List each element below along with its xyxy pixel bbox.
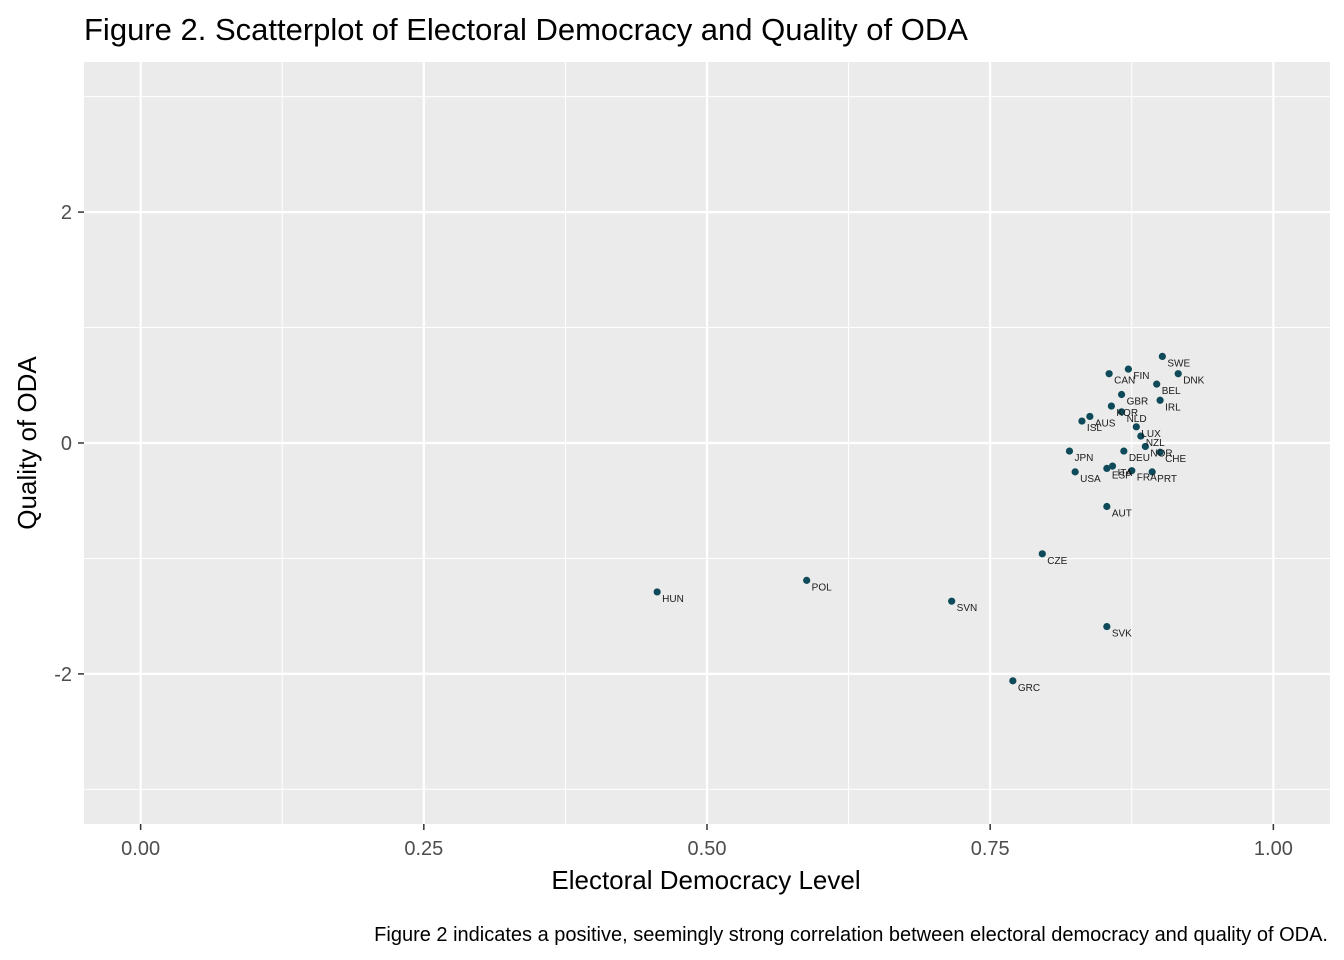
- point-label: LUX: [1141, 429, 1161, 440]
- data-point: [1156, 396, 1164, 404]
- point-label: ISL: [1087, 423, 1102, 434]
- point-label: SWE: [1167, 358, 1190, 369]
- point-label: USA: [1080, 474, 1101, 485]
- point-label: PRT: [1157, 474, 1177, 485]
- point-label: POL: [812, 582, 832, 593]
- data-point: [1141, 442, 1149, 451]
- point-label: ESP: [1112, 470, 1132, 481]
- data-point: [653, 588, 661, 596]
- point-label: IRL: [1165, 402, 1181, 413]
- point-label: ITA: [1118, 468, 1133, 479]
- data-point: [1103, 502, 1111, 511]
- data-point: [1009, 677, 1017, 685]
- axis-ticks: 0.00 0.25 0.50 0.75 1.00 -2 0 2: [54, 202, 1293, 860]
- point-label: SVN: [957, 603, 978, 614]
- data-point: [1128, 467, 1136, 475]
- data-points: [653, 352, 1182, 685]
- x-tick-label: 0.50: [688, 838, 727, 860]
- data-point: [1107, 402, 1115, 410]
- x-tick-label: 0.00: [121, 838, 160, 860]
- data-point: [1120, 447, 1128, 455]
- data-point: [948, 597, 956, 605]
- point-label: NOR: [1150, 448, 1172, 459]
- data-point: [1108, 462, 1117, 470]
- data-point: [1132, 423, 1140, 431]
- data-point: [1156, 448, 1164, 456]
- point-label: GRC: [1018, 683, 1040, 694]
- y-tick-label: -2: [54, 664, 72, 686]
- x-tick-label: 0.75: [971, 838, 1010, 860]
- chart-title: Figure 2. Scatterplot of Electoral Democ…: [84, 12, 968, 47]
- data-point: [1158, 352, 1166, 361]
- point-label: KOR: [1116, 408, 1138, 419]
- data-point: [1103, 464, 1111, 472]
- data-point: [1086, 412, 1094, 421]
- x-axis-title: Electoral Democracy Level: [551, 865, 860, 895]
- point-label: CZE: [1047, 556, 1067, 567]
- point-label: DNK: [1183, 376, 1204, 387]
- point-label: NZL: [1146, 438, 1165, 449]
- x-tick-label: 0.25: [404, 838, 443, 860]
- data-point: [1117, 390, 1126, 399]
- data-point: [1103, 622, 1111, 631]
- y-axis-title: Quality of ODA: [12, 356, 42, 530]
- point-label: CHE: [1165, 454, 1186, 465]
- data-point: [1078, 417, 1086, 425]
- y-tick-label: 0: [61, 433, 72, 455]
- point-label: JPN: [1074, 453, 1093, 464]
- data-point: [1153, 380, 1161, 388]
- figure-caption: Figure 2 indicates a positive, seemingly…: [374, 924, 1328, 946]
- point-label: FRA: [1137, 473, 1157, 484]
- y-tick-label: 2: [61, 202, 72, 224]
- point-label: HUN: [662, 594, 684, 605]
- data-point: [1117, 408, 1126, 416]
- point-label: AUT: [1112, 509, 1132, 520]
- data-point: [1065, 447, 1074, 455]
- point-label: SVK: [1112, 629, 1132, 640]
- point-label: NLD: [1127, 414, 1147, 425]
- data-point: [1124, 365, 1132, 373]
- data-point: [1071, 468, 1079, 476]
- data-point: [1038, 550, 1046, 558]
- point-label: CAN: [1114, 376, 1135, 387]
- data-point: [1137, 432, 1145, 440]
- x-tick-label: 1.00: [1254, 838, 1293, 860]
- point-label: DEU: [1129, 453, 1150, 464]
- point-label: GBR: [1127, 397, 1149, 408]
- point-label: BEL: [1162, 386, 1181, 397]
- point-label: AUS: [1095, 418, 1116, 429]
- data-point: [803, 576, 811, 584]
- data-point: [1105, 370, 1113, 378]
- data-point: [1148, 468, 1156, 476]
- grid-lines: [84, 62, 1330, 824]
- point-label: FIN: [1133, 371, 1149, 382]
- data-point: [1174, 370, 1182, 378]
